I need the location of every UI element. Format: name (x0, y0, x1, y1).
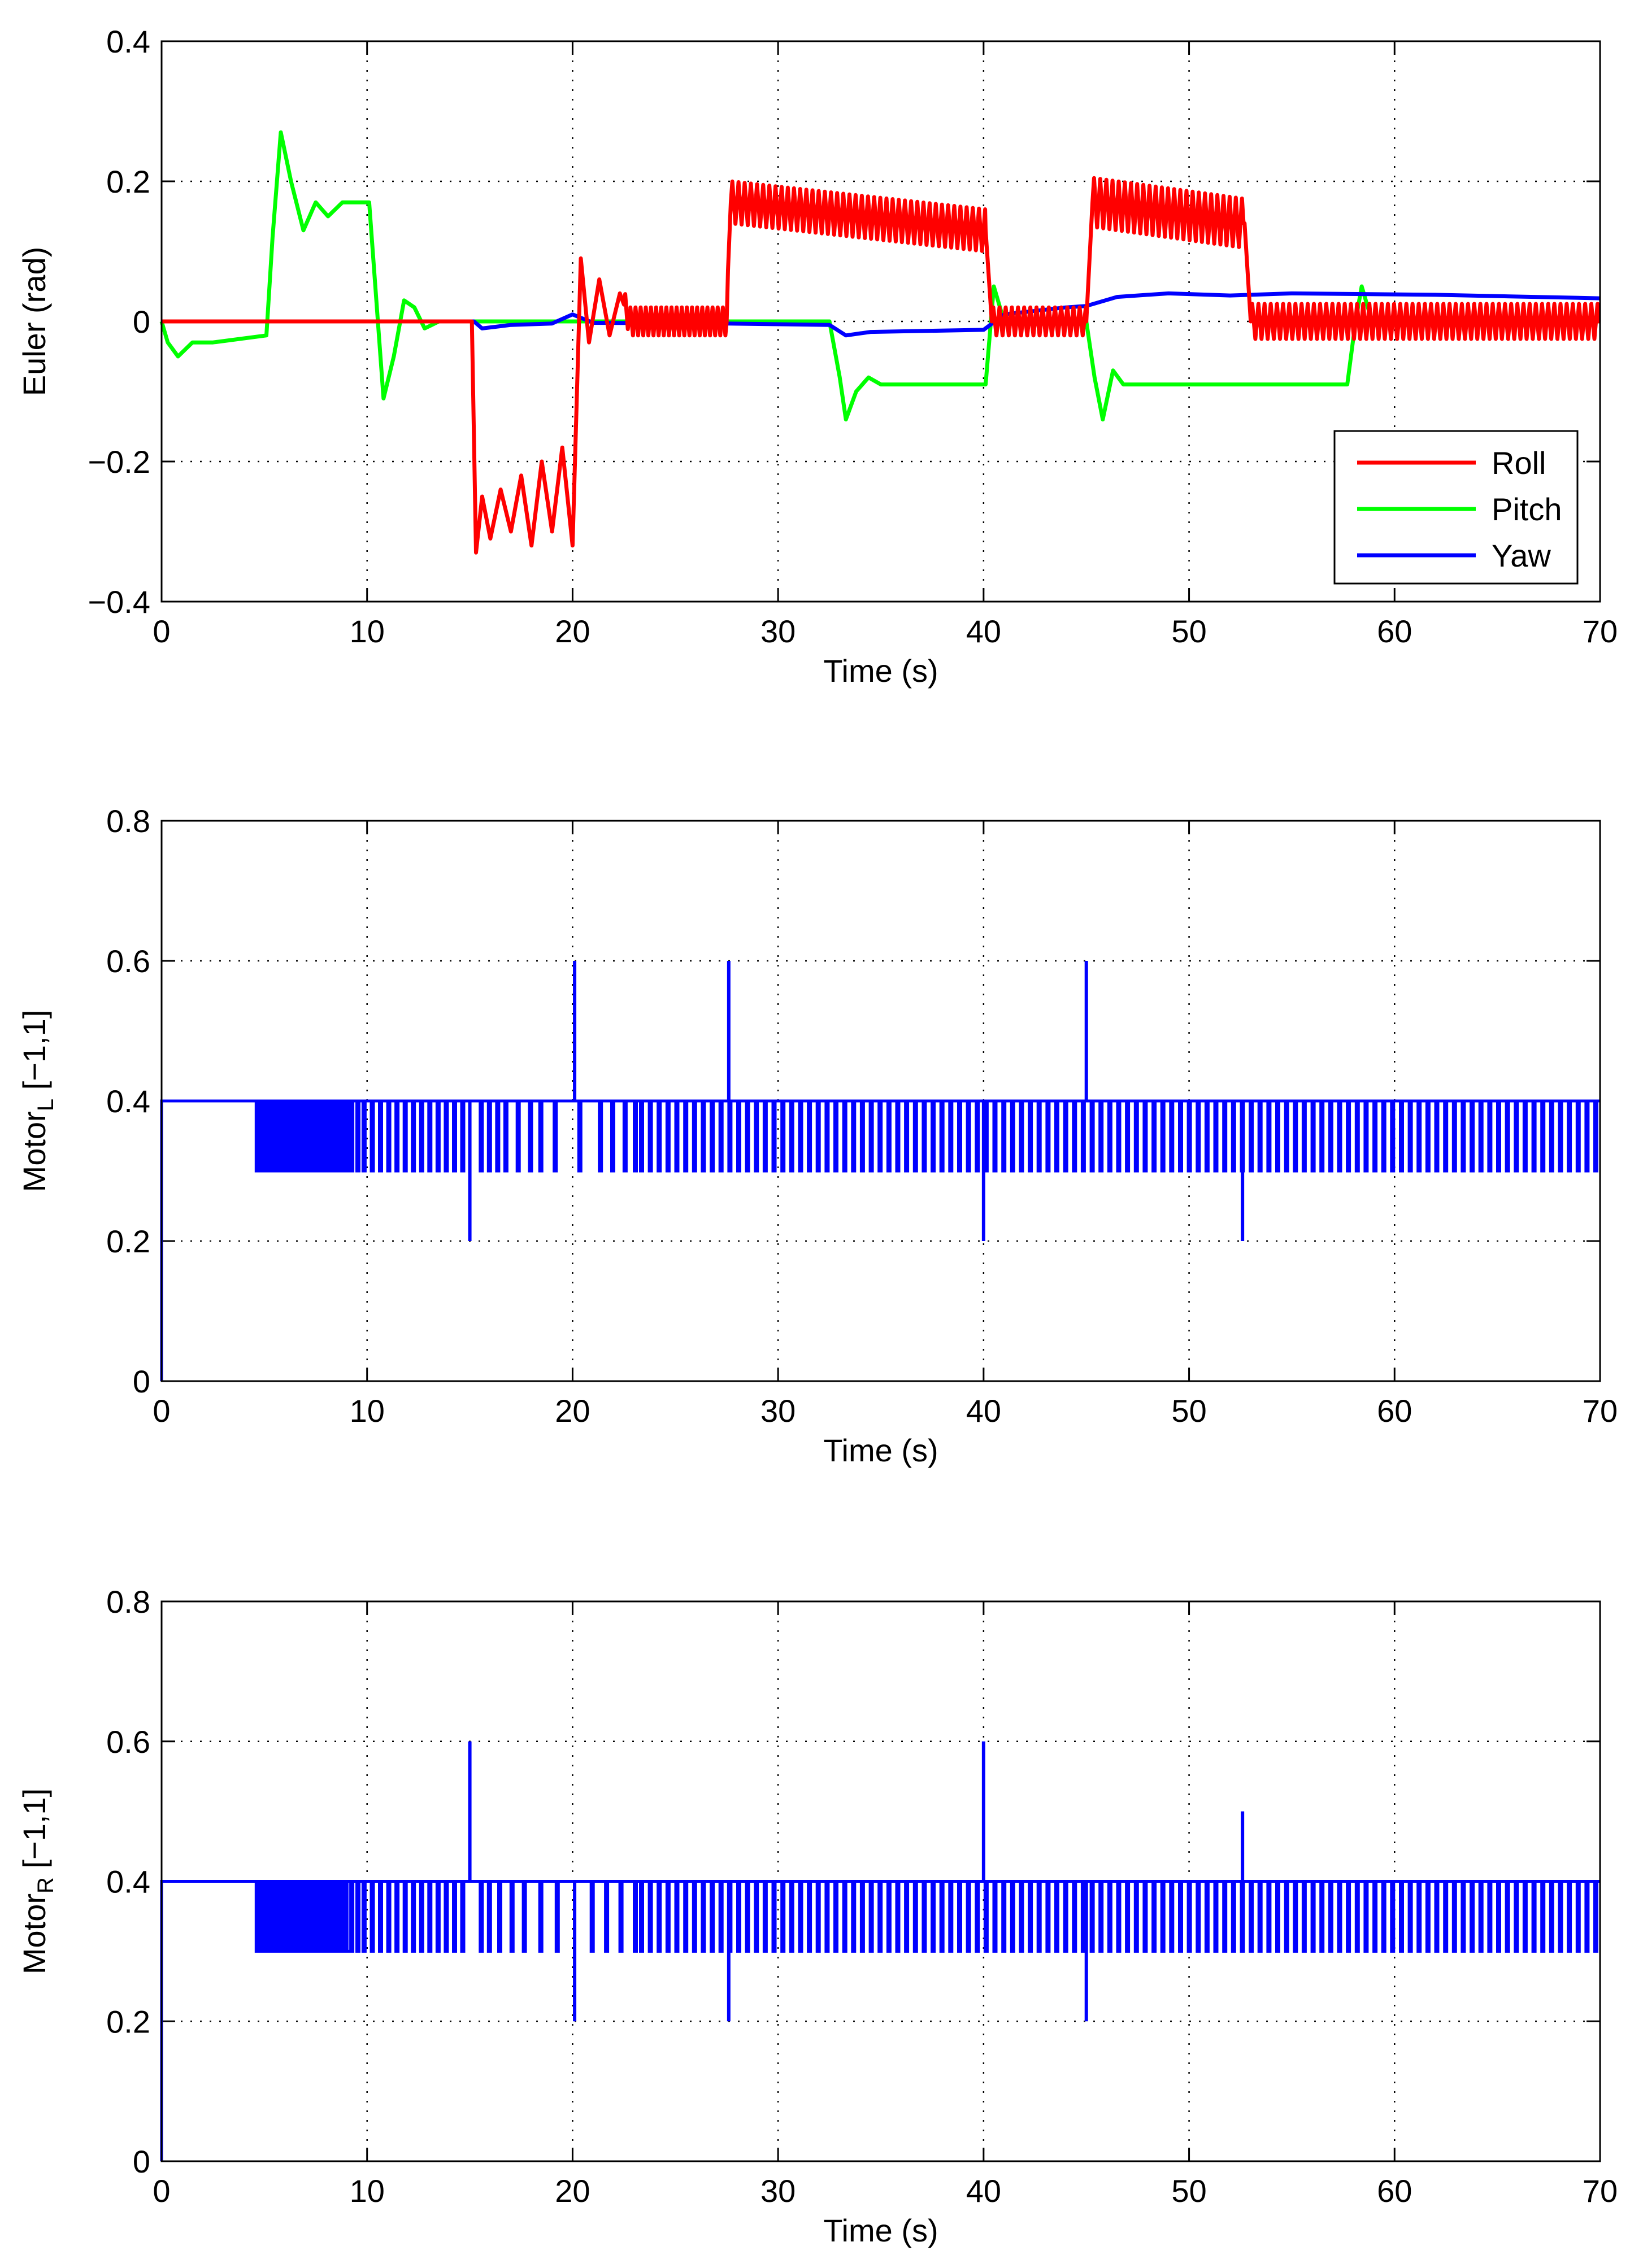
motor-right-chart: 0 10 20 30 40 50 60 70 0 0.2 0.4 0.6 0.8 Time (s) Moto… (16, 1584, 1618, 2248)
x-tick-label: 0 (153, 2173, 170, 2209)
legend-label-pitch: Pitch (1492, 491, 1562, 527)
y-tick-label: −0.2 (88, 444, 150, 480)
y-tick-label: 0.8 (106, 1584, 150, 1620)
axes-box (160, 1600, 1601, 2162)
x-tick-label: 70 (1583, 613, 1618, 649)
y-axis-label: Euler (rad) (16, 247, 52, 397)
x-axis-label: Time (s) (823, 1433, 938, 1468)
x-tick-label: 0 (153, 1393, 170, 1429)
y-tick-label: 0.8 (106, 803, 150, 839)
x-tick-label: 10 (350, 1393, 385, 1429)
x-tick-label: 30 (760, 2173, 796, 2209)
motor-left-chart: 0 10 20 30 40 50 60 70 0 0.2 0.4 0.6 0.8 Time (s) Moto… (16, 803, 1618, 1468)
series-yaw-line (162, 291, 1601, 338)
y-axis-label: MotorL [−1,1] (16, 1010, 58, 1192)
legend: Roll Pitch Yaw (1333, 430, 1579, 585)
y-tick-label: 0.6 (106, 943, 150, 979)
x-tick-label: 70 (1583, 2173, 1618, 2209)
y-tick-label: 0.4 (106, 1864, 150, 1900)
y-tick-label: 0.2 (106, 2004, 150, 2039)
series-roll-line (162, 176, 1601, 555)
y-axis-label: MotorR [−1,1] (16, 1788, 58, 1974)
x-tick-label: 0 (153, 613, 170, 649)
series-pitch-line (159, 130, 1600, 422)
y-tick-label: 0 (133, 2144, 150, 2179)
y-tick-label: 0.6 (106, 1724, 150, 1760)
x-tick-label: 60 (1377, 613, 1412, 649)
x-tick-label: 20 (555, 613, 590, 649)
x-tick-label: 60 (1377, 2173, 1412, 2209)
x-tick-label: 60 (1377, 1393, 1412, 1429)
y-tick-label: 0 (133, 1364, 150, 1399)
series-motor-line (160, 1880, 1600, 2161)
x-tick-label: 50 (1171, 613, 1206, 649)
x-tick-label: 40 (966, 2173, 1001, 2209)
y-tick-label: 0.4 (106, 1083, 150, 1119)
x-tick-label: 20 (555, 1393, 590, 1429)
axes-box (160, 40, 1601, 603)
x-tick-label: 70 (1583, 1393, 1618, 1429)
axes-box (160, 820, 1601, 1382)
x-tick-label: 10 (350, 613, 385, 649)
x-axis-label: Time (s) (823, 2213, 938, 2248)
series-motor-line (160, 1099, 1600, 1381)
legend-label-roll: Roll (1492, 445, 1546, 481)
y-tick-label: −0.4 (88, 584, 150, 620)
x-tick-label: 20 (555, 2173, 590, 2209)
x-tick-label: 30 (760, 1393, 796, 1429)
euler-angles-chart: 0 10 20 30 40 50 60 70 −0.4 −0.2 0 0.2 0.4 Time (s) Eu… (16, 24, 1618, 689)
x-tick-label: 40 (966, 613, 1001, 649)
x-tick-label: 30 (760, 613, 796, 649)
y-tick-label: 0 (133, 304, 150, 339)
x-tick-label: 10 (350, 2173, 385, 2209)
x-tick-label: 50 (1171, 2173, 1206, 2209)
y-tick-label: 0.4 (106, 24, 150, 59)
legend-label-yaw: Yaw (1492, 538, 1551, 573)
x-tick-label: 40 (966, 1393, 1001, 1429)
x-axis-label: Time (s) (823, 653, 938, 689)
x-tick-label: 50 (1171, 1393, 1206, 1429)
y-tick-label: 0.2 (106, 1224, 150, 1259)
y-tick-label: 0.2 (106, 164, 150, 199)
